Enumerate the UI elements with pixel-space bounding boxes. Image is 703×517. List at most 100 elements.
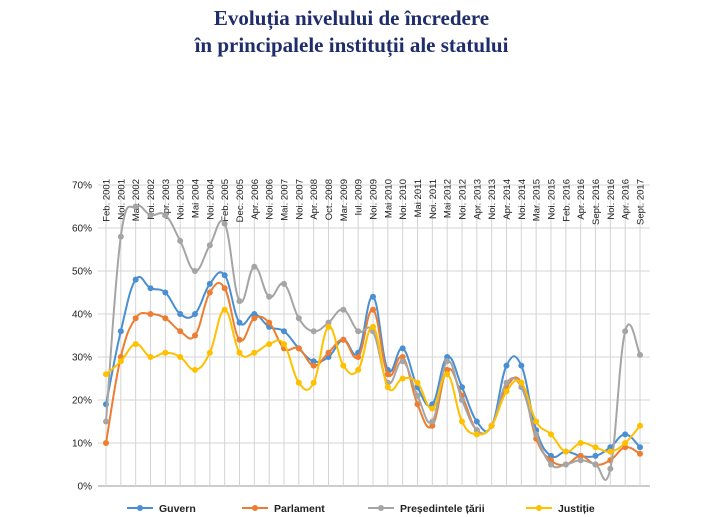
data-point-guvern xyxy=(444,354,451,360)
data-point-presedintele-tarii xyxy=(236,298,243,305)
data-point-presedintele-tarii xyxy=(562,461,569,468)
chart-title-line-2: în principalele instituții ale statului xyxy=(194,33,509,57)
x-tick-label: Apr. 2003 xyxy=(161,179,172,220)
data-point-presedintele-tarii xyxy=(266,293,273,300)
data-point-guvern xyxy=(503,362,510,369)
data-point-presedintele-tarii xyxy=(637,351,643,358)
x-tick-label: Noi. 2003 xyxy=(176,179,187,220)
data-point-presedintele-tarii xyxy=(177,237,184,244)
legend-swatch-marker xyxy=(536,505,542,511)
data-point-guvern xyxy=(251,311,258,317)
data-point-presedintele-tarii xyxy=(414,392,421,399)
data-point-guvern xyxy=(473,418,480,425)
x-tick-label: Noi. 2002 xyxy=(146,179,157,220)
x-tick-label: Iul. 2009 xyxy=(354,179,365,215)
y-tick-label: 70% xyxy=(72,181,92,192)
data-point-justitie xyxy=(518,379,525,386)
data-point-parlament xyxy=(162,315,169,322)
y-tick-label: 0% xyxy=(78,482,93,493)
data-point-justitie xyxy=(221,306,228,313)
data-point-guvern xyxy=(637,444,643,451)
x-tick-label: Mai 2010 xyxy=(383,179,394,218)
data-point-parlament xyxy=(132,315,139,322)
data-point-justitie xyxy=(117,358,124,365)
data-point-justitie xyxy=(622,440,629,446)
data-point-guvern xyxy=(592,452,599,459)
x-tick-label: Mar. 2015 xyxy=(532,179,543,221)
data-point-parlament xyxy=(206,289,213,296)
data-point-justitie xyxy=(459,418,465,425)
x-tick-label: Mai 2012 xyxy=(443,179,454,218)
x-tick-label: Mai. 2007 xyxy=(280,179,291,221)
data-point-parlament xyxy=(399,354,406,360)
data-point-justitie xyxy=(355,366,362,373)
data-point-guvern xyxy=(147,285,154,292)
data-point-parlament xyxy=(325,349,332,356)
data-point-parlament xyxy=(310,362,317,369)
y-tick-label: 20% xyxy=(72,396,92,407)
data-point-justitie xyxy=(251,349,258,356)
data-point-presedintele-tarii xyxy=(103,418,109,425)
x-tick-label: Mar. 2002 xyxy=(131,179,142,221)
x-tick-label: Noi. 2001 xyxy=(116,179,127,220)
x-tick-label: Noi. 2015 xyxy=(547,179,558,220)
data-point-parlament xyxy=(192,332,198,339)
data-point-guvern xyxy=(221,272,228,279)
data-point-presedintele-tarii xyxy=(592,461,599,468)
legend-label: Președintele țării xyxy=(400,503,485,515)
data-point-presedintele-tarii xyxy=(295,315,302,322)
data-point-presedintele-tarii xyxy=(355,328,362,335)
data-point-guvern xyxy=(236,319,243,326)
data-point-parlament xyxy=(295,345,302,352)
data-point-presedintele-tarii xyxy=(548,461,554,468)
data-point-parlament xyxy=(577,452,584,459)
data-point-guvern xyxy=(310,358,317,365)
data-point-justitie xyxy=(577,440,584,446)
data-point-presedintele-tarii xyxy=(340,306,347,313)
legend-swatch-marker xyxy=(137,505,143,511)
data-point-justitie xyxy=(281,341,287,348)
data-point-guvern xyxy=(548,452,554,459)
data-point-justitie xyxy=(444,371,451,378)
data-point-guvern xyxy=(132,276,139,283)
data-point-presedintele-tarii xyxy=(429,418,436,425)
data-point-guvern xyxy=(192,311,198,317)
data-point-justitie xyxy=(310,379,317,386)
data-point-guvern xyxy=(206,280,213,287)
data-point-parlament xyxy=(221,285,228,292)
x-tick-label: Sept. 2017 xyxy=(636,179,647,225)
data-point-justitie xyxy=(340,362,347,369)
data-point-parlament xyxy=(266,319,273,326)
data-point-justitie xyxy=(592,444,599,451)
data-point-parlament xyxy=(177,328,184,335)
data-point-justitie xyxy=(192,366,198,373)
legend-item-presedintele-tarii: Președintele țării xyxy=(368,503,485,515)
x-tick-label: Mai 2011 xyxy=(413,179,424,217)
data-point-presedintele-tarii xyxy=(117,233,124,240)
x-tick-label: Noi. 2011 xyxy=(428,179,439,219)
x-tick-label: Dec. 2005 xyxy=(235,179,246,222)
y-tick-label: 50% xyxy=(72,267,92,278)
x-tick-label: Mar. 2009 xyxy=(339,179,350,221)
series-guvern xyxy=(103,271,643,459)
data-point-justitie xyxy=(147,354,154,360)
data-point-justitie xyxy=(503,388,510,395)
data-point-guvern xyxy=(459,384,465,391)
legend-label: Parlament xyxy=(274,503,325,515)
series-presedintele-tarii xyxy=(103,203,643,481)
data-point-justitie xyxy=(562,448,569,455)
data-point-presedintele-tarii xyxy=(162,212,169,219)
data-point-justitie xyxy=(206,349,213,356)
x-tick-label: Noi. 2007 xyxy=(294,179,305,220)
data-point-guvern xyxy=(177,311,184,317)
data-point-parlament xyxy=(355,354,362,360)
data-point-guvern xyxy=(281,328,287,335)
data-point-justitie xyxy=(266,341,273,348)
x-tick-label: Feb. 2016 xyxy=(561,179,572,222)
series-justitie xyxy=(103,306,643,455)
data-point-justitie xyxy=(399,375,406,382)
data-point-justitie xyxy=(103,371,109,378)
x-tick-label: Noi. 2012 xyxy=(458,179,469,220)
data-point-parlament xyxy=(622,444,629,451)
